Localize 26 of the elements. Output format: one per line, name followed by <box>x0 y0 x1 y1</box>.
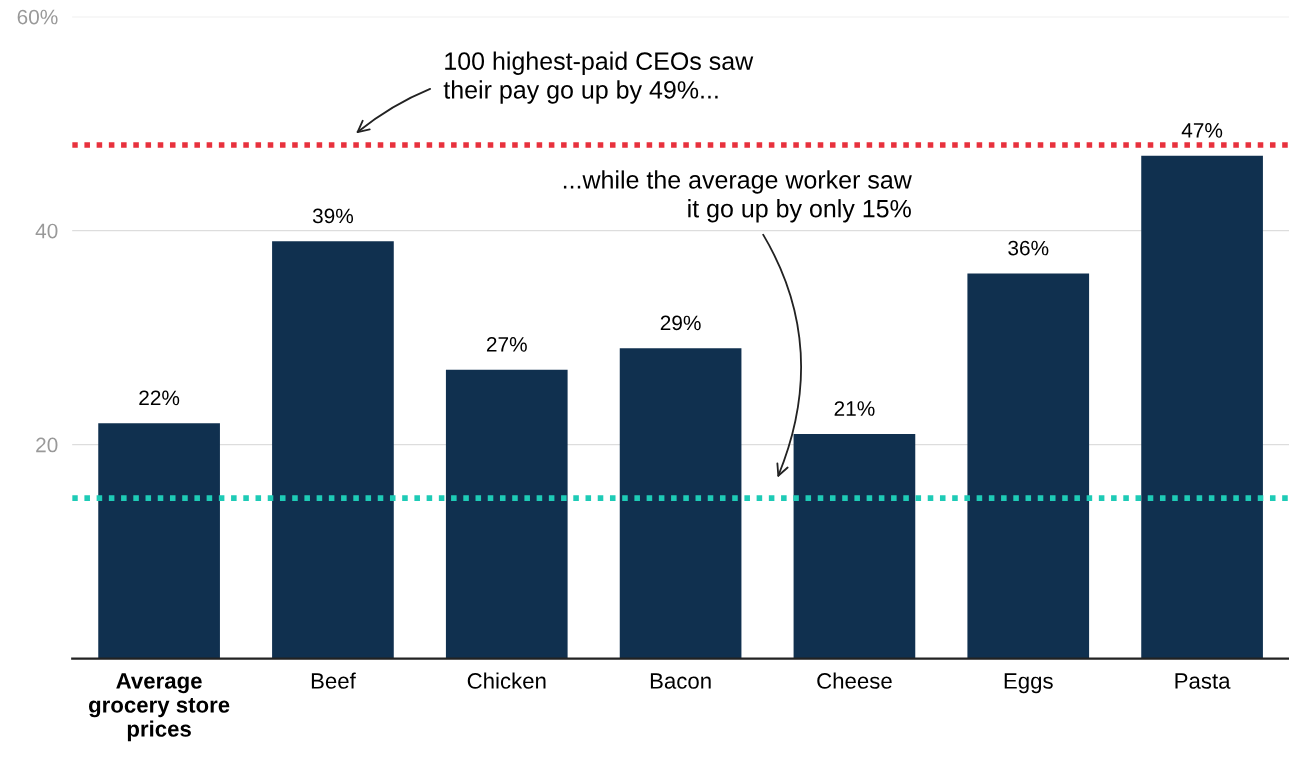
x-tick-label: Eggs <box>1004 673 1053 694</box>
x-tick-label: Pasta <box>1175 673 1231 689</box>
data-label: 47% <box>1181 123 1223 138</box>
bar <box>445 369 568 659</box>
x-tick-label: Chicken <box>467 672 546 689</box>
data-label: 29% <box>660 315 701 331</box>
data-label: 21% <box>834 401 875 416</box>
y-tick-label: 60% <box>17 9 58 25</box>
bar <box>1141 155 1263 659</box>
x-tick-label: Beef <box>311 672 356 689</box>
annotation: 100 highest-paid CEOs saw their pay go up by 49%... <box>443 51 754 104</box>
annotation: ...while the average worker saw it go up by only 15% <box>563 170 912 223</box>
data-label: 22% <box>139 390 180 406</box>
y-tick-label: 20 <box>36 437 58 453</box>
data-label: 39% <box>312 208 354 224</box>
bar <box>272 241 394 659</box>
y-tick-label: 40 <box>35 223 58 239</box>
x-tick-label: Bacon <box>650 673 711 689</box>
bar <box>967 273 1090 659</box>
bar <box>619 348 742 659</box>
data-label: 27% <box>486 336 527 352</box>
x-tick-label: Average grocery store prices <box>89 673 230 742</box>
bar <box>98 423 220 659</box>
bar <box>793 433 916 659</box>
x-tick-label: Cheese <box>817 672 892 689</box>
data-label: 36% <box>1008 240 1049 256</box>
